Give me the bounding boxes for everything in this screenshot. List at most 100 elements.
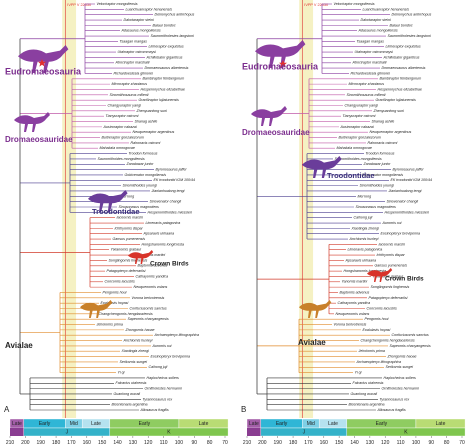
taxon-label: Aurornis xui <box>152 344 172 348</box>
taxon-label: Dromaeosaurus albertensis <box>382 66 426 70</box>
tick-label: 130 <box>366 440 375 446</box>
panel: IVPP V 22530 Velociraptor mongoliensisLua… <box>241 0 466 446</box>
taxon-label: Hesperonychus elizabethae <box>378 87 422 91</box>
taxon-label: Changyuraptor yangi <box>345 103 379 107</box>
silhouette <box>18 45 69 73</box>
taxon-label: Mahakala omnogovae <box>337 146 372 150</box>
taxon-label: Zanabazar junior <box>363 162 392 166</box>
taxon-label: Neuquenraptor argentinus <box>370 130 412 134</box>
stage-label: Early <box>39 421 51 427</box>
period-label: K <box>404 430 408 436</box>
taxon-label: Sinusonasus magnodens <box>119 205 160 209</box>
taxon-label: Falcarius utahensis <box>353 381 384 385</box>
stage-label: Late <box>199 421 209 427</box>
taxon-label: Baptornis advenus <box>340 290 370 294</box>
tick-label: 70 <box>222 440 228 446</box>
taxon-label: Pengornis houi <box>365 317 389 321</box>
tick-label: 190 <box>37 440 46 446</box>
taxon-label: Buitreraptor gonzalezorum <box>102 136 144 140</box>
period-label: J <box>303 430 306 436</box>
taxon-label: Luanchuanraptor henanensis <box>126 7 173 11</box>
clade-label: Eudromaeosauria <box>5 66 82 76</box>
taxon-label: Hesperonychus elizabethae <box>141 87 185 91</box>
taxon-label: Yi qi <box>355 371 362 375</box>
taxon-label: Byronosaurus jaffei <box>393 168 424 172</box>
taxon-label: Richardoestesia gilmorei <box>351 71 391 75</box>
taxon-label: Apsaravis ukhaana <box>143 232 175 236</box>
taxon-label: Deinonychus antirrhopus <box>155 13 195 17</box>
taxon-label: Patagopteryx deferrariisi <box>107 269 146 273</box>
taxon-label: Ornitholestes hermanni <box>145 387 182 391</box>
taxon-label: Caihong juji <box>354 216 373 220</box>
taxon-label: Adasaurus mongoliensis <box>121 29 161 33</box>
taxon-label: Saurornithoides mongoliensis <box>98 157 145 161</box>
taxon-label: Bicentenaria argentina <box>349 403 385 407</box>
taxon-label: Concornis lacustris <box>105 280 136 284</box>
clade-label: Avialae <box>5 341 33 350</box>
annotation: IVPP V 22530 <box>67 3 91 7</box>
taxon-label: Patagopteryx deferrariisi <box>369 296 408 300</box>
taxon-label: Atrociraptor marshalli <box>352 61 387 65</box>
taxon-label: Zanabazar junior <box>126 162 155 166</box>
taxon-label: Troodon formosus <box>129 152 158 156</box>
taxon-label: Serikornis sungei <box>120 360 148 364</box>
taxon-label: Changchengornis hengdaoziensis <box>361 339 415 343</box>
taxon-label: Iaceornis marshi <box>379 242 406 246</box>
taxon-label: Eoalulavis hoyasi <box>363 328 391 332</box>
taxon-label: Sinornithosaurus millenii <box>110 93 149 97</box>
silhouette <box>88 190 128 212</box>
taxon-label: Austroraptor cabazai <box>103 125 137 129</box>
period-box <box>346 427 466 437</box>
tick-label: 160 <box>320 440 329 446</box>
taxon-label: Guanlong wucaii <box>114 392 141 396</box>
taxon-label: Anchiornis huxleyi <box>123 339 153 343</box>
tick-label: 180 <box>289 440 298 446</box>
taxon-label: Vorona berivotrensis <box>334 322 367 326</box>
tick-label: 130 <box>129 440 138 446</box>
taxon-label: Archaeopteryx lithographica <box>154 333 200 337</box>
taxon-label: Dakotaraptor steini <box>124 18 154 22</box>
taxon-label: Austroraptor cabazai <box>340 125 374 129</box>
taxon-label: Hesperornithoides miessleri <box>148 210 193 214</box>
taxon-label: Mei long <box>358 194 372 198</box>
tick-label: 90 <box>429 440 435 446</box>
panel: IVPP V 22530 Velociraptor mongoliensisLua… <box>4 0 229 446</box>
stage-label: Late <box>436 421 446 427</box>
taxon-label: Eosinopteryx brevipenna <box>151 355 191 359</box>
taxon-label: Yixianornis grabaui <box>373 274 404 278</box>
taxon-label: Falcarius utahensis <box>116 381 147 385</box>
taxon-label: Gobivenator mongoliensis <box>362 173 404 177</box>
taxon-label: Tsaagan mangas <box>357 39 385 43</box>
taxon-label: Hongshanornis longicresta <box>344 269 387 273</box>
taxon-label: Yi qi <box>118 371 125 375</box>
taxon-label: Changchengornis hengdaoziensis <box>99 312 153 316</box>
taxon-label: Songlingornis linghensis <box>109 258 148 262</box>
taxon-label: Tyrannosaurus rex <box>380 397 410 401</box>
taxon-label: Dakotaraptor steini <box>361 18 391 22</box>
period-box <box>109 427 229 437</box>
taxon-label: Atrociraptor marshalli <box>115 61 150 65</box>
taxon-label: Rahonavis ostromi <box>131 141 161 145</box>
taxon-label: Cathayornis yandica <box>338 301 371 305</box>
taxon-label: Saurornithoides mongoliensis <box>335 157 382 161</box>
clade-label: Eudromaeosauria <box>242 61 319 71</box>
taxon-label: Neuquenornis volans <box>134 285 168 289</box>
taxon-label: Hesperornithoides miessleri <box>385 210 430 214</box>
stage-label: Late <box>249 421 259 427</box>
clade-label: Crown Birds <box>150 261 189 268</box>
tick-label: 150 <box>335 440 344 446</box>
taxon-label: Guanlong wucaii <box>351 392 378 396</box>
taxon-label: Eoalulavis hoyasi <box>101 301 129 305</box>
tick-label: 100 <box>412 440 421 446</box>
tick-label: 190 <box>274 440 283 446</box>
taxon-label: Allosaurus fragilis <box>140 408 169 412</box>
tick-label: 210 <box>6 440 15 446</box>
clade-label: Troodontidae <box>92 207 140 216</box>
taxon-label: Vorona berivotrensis <box>132 296 165 300</box>
stage-label: Late <box>91 421 101 427</box>
taxon-label: Ornitholestes hermanni <box>382 387 419 391</box>
period-label: K <box>167 430 171 436</box>
taxon-label: Ichthyornis dispar <box>377 253 406 257</box>
taxon-label: Balaur bondoc <box>153 23 176 27</box>
silhouette <box>367 268 393 282</box>
